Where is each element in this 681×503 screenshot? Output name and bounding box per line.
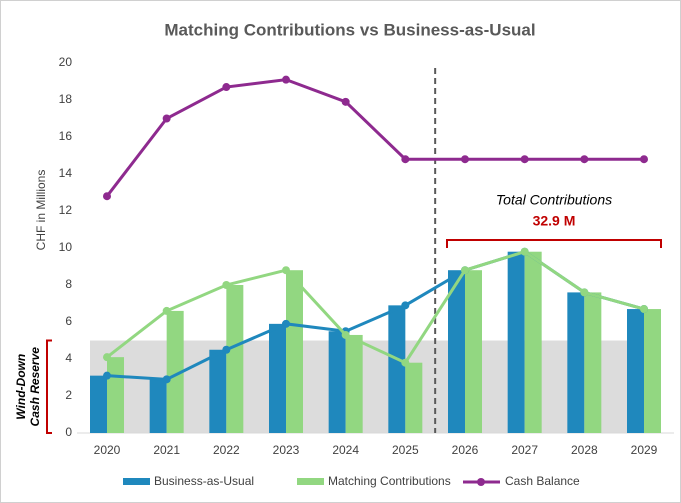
bar [524,251,542,433]
legend-swatch-marker [477,478,485,486]
bar [90,375,107,433]
line-marker [162,375,171,384]
line-marker [461,155,469,164]
line-marker [282,319,290,328]
bar [627,309,644,433]
line-marker [341,97,350,106]
bar [166,310,184,433]
bar [149,379,167,433]
line-marker [103,371,111,380]
y-tick-label: 20 [59,55,73,69]
y-tick-label: 2 [65,388,72,402]
line-marker [580,288,589,297]
bar [507,251,525,433]
line-marker [162,306,171,315]
y-tick-label: 18 [59,92,73,106]
y-tick-label: 6 [65,314,72,328]
x-tick-label: 2025 [392,443,419,457]
y-tick-label: 12 [59,203,73,217]
legend-swatch [123,478,150,485]
y-tick-label: 16 [59,129,73,143]
x-tick-label: 2029 [631,443,658,457]
bar [405,362,423,433]
line-marker [401,358,410,367]
line-marker [222,345,231,354]
bar [388,305,406,433]
line-marker [103,192,111,201]
total-title: Total Contributions [496,192,612,208]
bar [269,323,286,433]
y-tick-label: 14 [59,166,73,180]
bar [448,270,465,433]
x-tick-label: 2022 [213,443,240,457]
line-marker [401,301,410,310]
x-tick-label: 2020 [94,443,121,457]
line-marker [282,75,290,84]
bar [644,309,661,433]
bar [465,270,482,433]
line-marker [640,155,648,164]
legend-label: Cash Balance [505,474,580,488]
line-marker [580,155,589,164]
series-line [105,78,644,198]
line-marker [520,155,529,164]
y-tick-label: 10 [59,240,73,254]
line-marker [341,330,350,339]
x-tick-label: 2026 [452,443,479,457]
reserve-label: Wind-Down [14,354,28,420]
line-marker [640,305,648,314]
bar [328,331,346,433]
y-axis-label: CHF in Millions [34,170,48,251]
reserve-bracket [46,339,52,434]
bar [226,285,244,433]
legend-label: Matching Contributions [328,474,451,488]
legend-swatch [297,478,324,485]
total-bracket [446,239,662,248]
y-tick-label: 4 [65,351,72,365]
line-marker [401,155,410,164]
bar [286,270,303,433]
line-marker [461,266,469,275]
reserve-label: Cash Reserve [28,347,42,427]
chart-title: Matching Contributions vs Business-as-Us… [164,20,535,39]
x-tick-label: 2024 [332,443,359,457]
bar [567,292,585,433]
legend-label: Business-as-Usual [154,474,254,488]
reserve-band [90,340,661,433]
y-tick-label: 8 [65,277,72,291]
bar [209,349,227,433]
line-marker [520,247,529,256]
bar [584,292,602,433]
y-tick-label: 0 [65,425,72,439]
line-marker [222,83,231,92]
x-tick-label: 2027 [511,443,538,457]
bar [345,334,363,433]
x-tick-label: 2023 [273,443,300,457]
line-marker [222,281,231,289]
x-tick-label: 2028 [571,443,598,457]
line-marker [162,114,171,123]
x-tick-label: 2021 [153,443,180,457]
total-label: 32.9 M [533,213,576,229]
line-marker [103,353,111,362]
line-marker [282,266,290,275]
series-line [106,250,645,365]
bar [107,357,124,433]
